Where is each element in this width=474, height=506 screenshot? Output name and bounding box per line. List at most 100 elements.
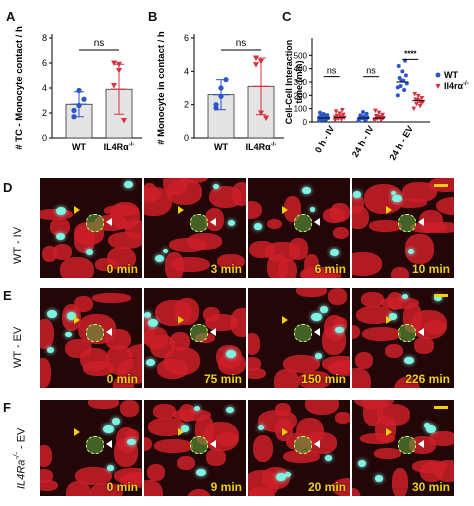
data-point <box>415 94 421 99</box>
yellow-arrowhead-icon <box>178 428 184 436</box>
red-cell-blob <box>186 233 223 250</box>
cyan-cell-blob <box>127 438 136 446</box>
data-point <box>116 61 122 68</box>
significance-label: **** <box>404 49 417 58</box>
red-cell-blob <box>385 344 403 359</box>
category-label: WT <box>72 142 86 152</box>
red-cell-blob <box>352 367 371 388</box>
red-cell-blob <box>354 351 373 370</box>
red-cell-blob <box>204 313 239 332</box>
white-arrowhead-icon <box>210 218 216 226</box>
microscopy-image: 3 min <box>144 178 246 278</box>
data-point <box>403 73 408 78</box>
yellow-arrowhead-icon <box>282 316 288 324</box>
cyan-cell-blob <box>392 194 402 203</box>
red-cell-blob <box>40 358 52 388</box>
data-point <box>418 100 424 106</box>
y-tick-label: 0 <box>42 133 47 143</box>
red-cell-blob <box>267 219 283 230</box>
microscopy-image: 150 min <box>248 288 350 388</box>
white-arrowhead-icon <box>210 440 216 448</box>
timestamp-label: 75 min <box>203 372 242 386</box>
row-label-d: WT - IV <box>12 226 24 264</box>
red-cell-blob <box>153 403 176 419</box>
outlined-cell <box>86 324 104 342</box>
red-cell-blob <box>304 400 340 415</box>
yellow-arrowhead-icon <box>74 428 80 436</box>
cyan-cell-blob <box>425 425 436 434</box>
red-cell-blob <box>323 208 346 224</box>
red-cell-blob <box>413 337 434 355</box>
y-tick-label: 200 <box>294 91 308 100</box>
red-cell-blob <box>369 220 403 233</box>
data-point <box>419 96 425 101</box>
red-cell-blob <box>40 479 59 492</box>
cyan-cell-blob <box>330 249 340 257</box>
cyan-cell-blob <box>123 180 133 189</box>
panel-label-b: B <box>148 9 158 24</box>
category-label: WT <box>214 142 228 152</box>
red-cell-blob <box>376 404 411 426</box>
y-tick-label: 0 <box>184 133 189 143</box>
red-cell-blob <box>352 325 361 339</box>
microscopy-image: 0 min <box>40 288 142 388</box>
red-cell-blob <box>304 431 337 454</box>
row-label-e: WT - EV <box>12 326 24 368</box>
white-arrowhead-icon <box>418 218 424 226</box>
significance-label: ns <box>366 66 376 76</box>
data-point <box>263 115 269 121</box>
cyan-cell-blob <box>404 356 414 365</box>
red-cell-blob <box>108 231 142 250</box>
panel-label-a: A <box>6 9 16 24</box>
cyan-cell-blob <box>196 468 206 477</box>
data-point <box>400 69 405 74</box>
outlined-cell <box>190 324 208 342</box>
timestamp-label: 30 min <box>411 480 450 494</box>
data-point <box>396 64 401 68</box>
red-cell-blob <box>405 234 434 264</box>
white-arrowhead-icon <box>418 440 424 448</box>
red-cell-blob <box>205 449 226 467</box>
cyan-cell-blob <box>144 312 152 319</box>
legend-marker <box>435 72 441 78</box>
outlined-cell <box>294 214 312 232</box>
timestamp-label: 10 min <box>411 262 450 276</box>
y-axis-label-line2: time (min) <box>294 60 304 103</box>
y-tick-label: 6 <box>42 58 47 68</box>
red-cell-blob <box>390 266 410 278</box>
red-cell-blob <box>267 254 289 278</box>
chart-a: # TC - Monocyte contact / h 0 2 4 6 8 WT IL4Rα-… <box>14 26 142 152</box>
y-tick-label: 4 <box>42 83 47 93</box>
timestamp-label: 0 min <box>106 262 138 276</box>
category-label-main: WT <box>72 142 86 152</box>
data-point <box>253 55 259 61</box>
cyan-cell-blob <box>111 418 121 426</box>
outlined-cell <box>398 436 416 454</box>
data-point <box>380 112 385 118</box>
y-tick-label: 2 <box>184 100 189 110</box>
significance-label: ns <box>94 38 105 49</box>
data-point <box>340 112 346 118</box>
red-cell-blob <box>88 400 119 409</box>
white-arrowhead-icon <box>106 440 112 448</box>
red-cell-blob <box>434 460 454 482</box>
y-tick-label: 0 <box>303 118 308 127</box>
red-cell-blob <box>327 288 347 305</box>
significance-label: ns <box>327 66 337 76</box>
data-point <box>218 93 224 99</box>
category-label: 24 h - IV <box>350 124 376 159</box>
data-point <box>417 104 423 109</box>
category-label-sup: -/- <box>129 142 135 148</box>
cyan-cell-blob <box>163 248 169 253</box>
microscopy-image: 6 min <box>248 178 350 278</box>
microscopy-image: 75 min <box>144 288 246 388</box>
red-cell-blob <box>40 319 54 349</box>
red-cell-blob <box>248 200 262 219</box>
cyan-cell-blob <box>46 346 55 353</box>
red-cell-blob <box>153 439 193 454</box>
y-tick-label: 2 <box>42 108 47 118</box>
red-cell-blob <box>171 408 211 422</box>
cyan-cell-blob <box>319 306 329 314</box>
panel-label-d: D <box>3 180 13 195</box>
timestamp-label: 20 min <box>307 480 346 494</box>
